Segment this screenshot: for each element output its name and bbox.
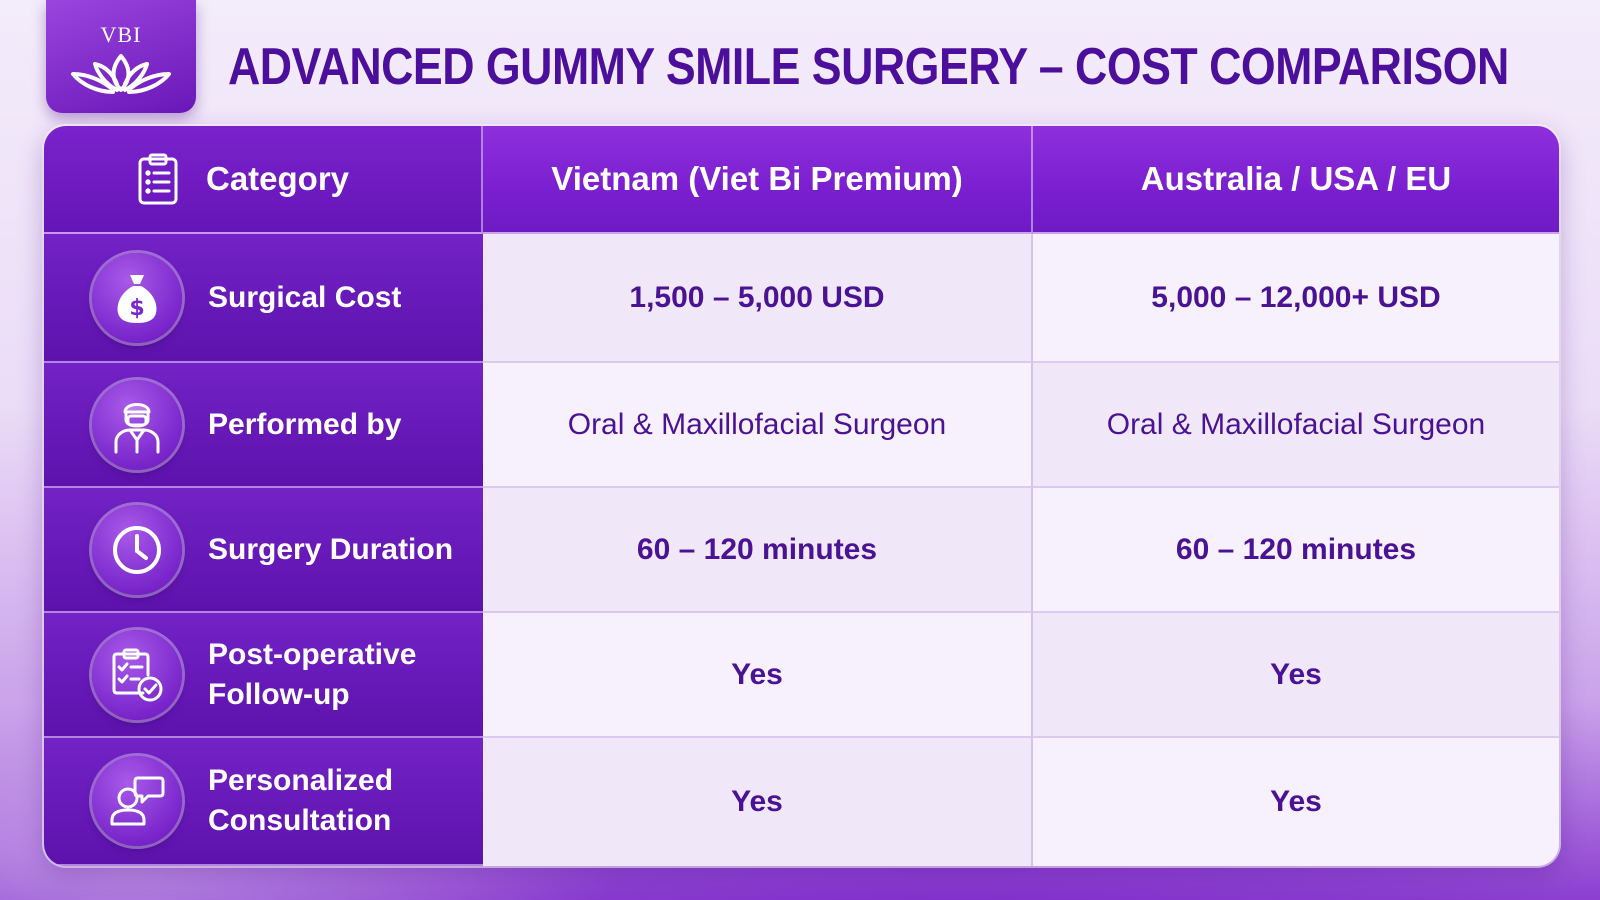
category-performed-by: Performed by [44,363,483,488]
category-label-line2: Consultation [208,804,392,837]
lotus-icon [71,54,171,94]
checklist-icon [112,648,163,701]
header-category: Category [44,126,483,234]
comparison-table: Category Vietnam (Viet Bi Premium) Austr… [44,126,1559,866]
cell-abroad-surgery-duration: 60 – 120 minutes [1033,488,1559,613]
category-surgery-duration: Surgery Duration [44,488,483,613]
surgeon-icon [114,402,160,453]
category-label-line1: Post-operative [208,637,417,671]
page-title: ADVANCED GUMMY SMILE SURGERY – COST COMP… [228,38,1509,96]
clock-icon [113,525,161,574]
category-label: Surgical Cost [208,280,402,314]
category-post-operative-follow-up: Post-operative Follow-up [44,613,483,738]
svg-text:$: $ [129,296,144,321]
cell-vietnam-surgical-cost: 1,500 – 5,000 USD [483,234,1033,363]
category-label-line2: Follow-up [208,677,350,711]
cell-abroad-performed-by: Oral & Maxillofacial Surgeon [1033,363,1559,488]
header-abroad: Australia / USA / EU [1033,126,1559,234]
cell-abroad-surgical-cost: 5,000 – 12,000+ USD [1033,234,1559,363]
money-bag-icon: $ [117,274,157,323]
logo-text: VBI [100,22,142,47]
header-vietnam: Vietnam (Viet Bi Premium) [483,126,1033,234]
cell-vietnam-surgery-duration: 60 – 120 minutes [483,488,1033,613]
cell-vietnam-consultation: Yes [483,738,1033,866]
cell-vietnam-performed-by: Oral & Maxillofacial Surgeon [483,363,1033,488]
category-label: Performed by [208,407,402,441]
cell-abroad-follow-up: Yes [1033,613,1559,738]
logo: VBI [46,0,196,113]
consultation-icon [110,776,165,826]
cell-vietnam-follow-up: Yes [483,613,1033,738]
category-surgical-cost: $ Surgical Cost [44,234,483,363]
category-personalized-consultation: Personalized Consultation [44,738,483,866]
clipboard-list-icon [138,153,178,205]
header-category-label: Category [206,160,350,197]
category-label-line1: Personalized [208,764,394,797]
cell-abroad-consultation: Yes [1033,738,1559,866]
category-label: Surgery Duration [208,532,454,566]
